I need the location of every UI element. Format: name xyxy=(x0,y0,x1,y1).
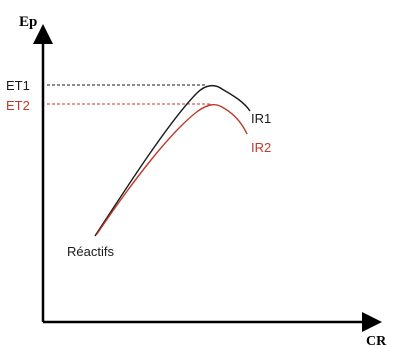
y-axis-label: Ep xyxy=(19,14,37,30)
ir1-label: IR1 xyxy=(251,111,271,126)
reactants-label: Réactifs xyxy=(67,244,114,259)
ir2-label: IR2 xyxy=(251,140,271,155)
curve-ir1 xyxy=(94,84,251,237)
curve-ir2 xyxy=(96,103,248,235)
x-axis-label: CR xyxy=(366,334,387,347)
et2-label: ET2 xyxy=(6,98,30,113)
et1-label: ET1 xyxy=(6,78,30,93)
